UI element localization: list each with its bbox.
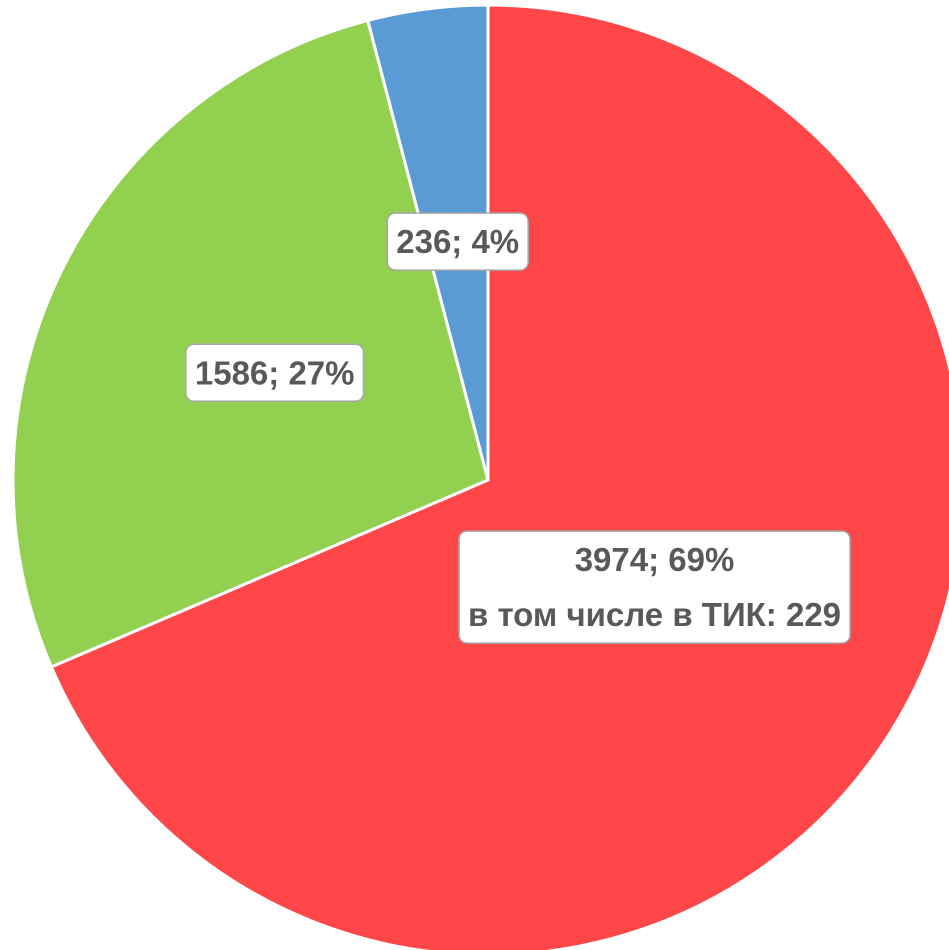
- value-label: 3974; 69%: [575, 541, 735, 578]
- value-label: 236; 4%: [396, 223, 519, 260]
- pie-slice: [49, 3, 949, 950]
- value-label: 1586; 27%: [195, 354, 355, 391]
- label-box: [458, 530, 851, 644]
- label-box: [185, 343, 365, 403]
- label-box: [386, 212, 529, 271]
- data-label: 3974; 69% в том числе в ТИК: 229: [458, 530, 851, 644]
- annotation: в том числе в ТИК: 229: [468, 596, 841, 633]
- data-label: 236; 4%: [386, 212, 529, 271]
- data-label: 1586; 27%: [185, 343, 365, 403]
